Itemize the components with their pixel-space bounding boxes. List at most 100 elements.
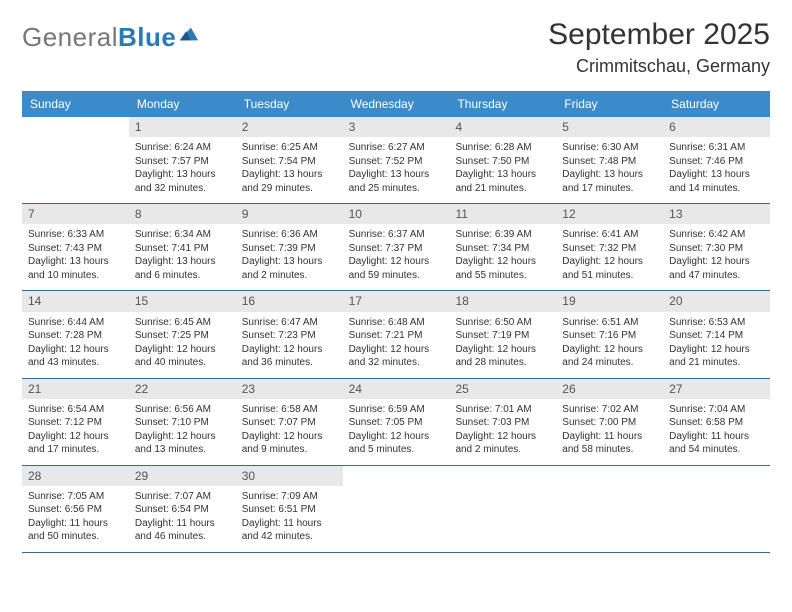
day-number: 8	[129, 204, 236, 224]
sunrise-text: Sunrise: 6:33 AM	[28, 228, 123, 242]
sunset-text: Sunset: 7:34 PM	[455, 242, 550, 256]
sunset-text: Sunset: 7:00 PM	[562, 416, 657, 430]
daylight-text: Daylight: 12 hours	[455, 255, 550, 269]
sunset-text: Sunset: 7:03 PM	[455, 416, 550, 430]
sunset-text: Sunset: 7:23 PM	[242, 329, 337, 343]
sunrise-text: Sunrise: 6:31 AM	[669, 141, 764, 155]
day-number: 14	[22, 291, 129, 311]
calendar: SundayMondayTuesdayWednesdayThursdayFrid…	[22, 91, 770, 553]
daylight-text: and 50 minutes.	[28, 530, 123, 544]
day-cell: .	[22, 117, 129, 203]
daylight-text: Daylight: 12 hours	[242, 343, 337, 357]
title-block: September 2025 Crimmitschau, Germany	[548, 18, 770, 77]
daylight-text: Daylight: 12 hours	[349, 255, 444, 269]
day-cell: 6Sunrise: 6:31 AMSunset: 7:46 PMDaylight…	[663, 117, 770, 203]
daylight-text: and 2 minutes.	[242, 269, 337, 283]
sunset-text: Sunset: 7:10 PM	[135, 416, 230, 430]
daylight-text: Daylight: 12 hours	[135, 343, 230, 357]
sunset-text: Sunset: 6:56 PM	[28, 503, 123, 517]
day-number: 23	[236, 379, 343, 399]
day-number: 3	[343, 117, 450, 137]
day-cell: 12Sunrise: 6:41 AMSunset: 7:32 PMDayligh…	[556, 204, 663, 290]
day-number: 12	[556, 204, 663, 224]
daylight-text: and 6 minutes.	[135, 269, 230, 283]
daylight-text: Daylight: 12 hours	[242, 430, 337, 444]
sunrise-text: Sunrise: 6:45 AM	[135, 316, 230, 330]
sunset-text: Sunset: 7:46 PM	[669, 155, 764, 169]
sunrise-text: Sunrise: 6:56 AM	[135, 403, 230, 417]
sunrise-text: Sunrise: 6:34 AM	[135, 228, 230, 242]
week-row: 28Sunrise: 7:05 AMSunset: 6:56 PMDayligh…	[22, 466, 770, 553]
daylight-text: and 24 minutes.	[562, 356, 657, 370]
day-cell: .	[556, 466, 663, 552]
day-cell: 28Sunrise: 7:05 AMSunset: 6:56 PMDayligh…	[22, 466, 129, 552]
week-row: 21Sunrise: 6:54 AMSunset: 7:12 PMDayligh…	[22, 379, 770, 466]
day-cell: 11Sunrise: 6:39 AMSunset: 7:34 PMDayligh…	[449, 204, 556, 290]
day-number: 27	[663, 379, 770, 399]
sunset-text: Sunset: 7:12 PM	[28, 416, 123, 430]
day-cell: 14Sunrise: 6:44 AMSunset: 7:28 PMDayligh…	[22, 291, 129, 377]
day-header: Friday	[556, 91, 663, 117]
weeks-container: .1Sunrise: 6:24 AMSunset: 7:57 PMDayligh…	[22, 117, 770, 553]
sunset-text: Sunset: 7:32 PM	[562, 242, 657, 256]
month-title: September 2025	[548, 18, 770, 52]
sunset-text: Sunset: 7:05 PM	[349, 416, 444, 430]
day-number: 24	[343, 379, 450, 399]
sunset-text: Sunset: 7:41 PM	[135, 242, 230, 256]
day-cell: 15Sunrise: 6:45 AMSunset: 7:25 PMDayligh…	[129, 291, 236, 377]
sunset-text: Sunset: 7:21 PM	[349, 329, 444, 343]
day-number: 21	[22, 379, 129, 399]
week-row: .1 Sunrise: 6:24 AMSunset: 7:57 PM Dayligh…	[22, 117, 770, 204]
day-cell: 27Sunrise: 7:04 AMSunset: 6:58 PMDayligh…	[663, 379, 770, 465]
sunset-text: Sunset: 7:57 PM	[135, 155, 230, 169]
sunrise-text: Sunrise: 7:05 AM	[28, 490, 123, 504]
sunrise-text: Sunrise: 6:53 AM	[669, 316, 764, 330]
day-number: 25	[449, 379, 556, 399]
day-header-row: SundayMondayTuesdayWednesdayThursdayFrid…	[22, 91, 770, 117]
sunrise-text: Sunrise: 6:25 AM	[242, 141, 337, 155]
sunrise-text: Sunrise: 6:28 AM	[455, 141, 550, 155]
daylight-text: and 10 minutes.	[28, 269, 123, 283]
daylight-text: and 28 minutes.	[455, 356, 550, 370]
daylight-text: Daylight: 12 hours	[669, 343, 764, 357]
day-number: 22	[129, 379, 236, 399]
daylight-text: and 42 minutes.	[242, 530, 337, 544]
sunset-text: Sunset: 7:14 PM	[669, 329, 764, 343]
sunrise-text: Sunrise: 6:44 AM	[28, 316, 123, 330]
sunrise-text: Sunrise: 7:07 AM	[135, 490, 230, 504]
sunrise-text: Sunrise: 6:24 AM	[135, 141, 230, 155]
logo-mark-icon	[178, 22, 200, 44]
day-number: 11	[449, 204, 556, 224]
day-header: Sunday	[22, 91, 129, 117]
daylight-text: and 21 minutes.	[669, 356, 764, 370]
day-number: 7	[22, 204, 129, 224]
sunrise-text: Sunrise: 6:30 AM	[562, 141, 657, 155]
day-cell: 9Sunrise: 6:36 AMSunset: 7:39 PMDaylight…	[236, 204, 343, 290]
day-header: Tuesday	[236, 91, 343, 117]
sunset-text: Sunset: 7:16 PM	[562, 329, 657, 343]
daylight-text: and 21 minutes.	[455, 182, 550, 196]
day-cell: 22Sunrise: 6:56 AMSunset: 7:10 PMDayligh…	[129, 379, 236, 465]
day-cell: 10Sunrise: 6:37 AMSunset: 7:37 PMDayligh…	[343, 204, 450, 290]
daylight-text: Daylight: 13 hours	[349, 168, 444, 182]
day-number: 20	[663, 291, 770, 311]
daylight-text: and 47 minutes.	[669, 269, 764, 283]
day-number: 9	[236, 204, 343, 224]
daylight-text: and 17 minutes.	[28, 443, 123, 457]
day-cell: 4Sunrise: 6:28 AMSunset: 7:50 PMDaylight…	[449, 117, 556, 203]
day-number: 1	[129, 117, 236, 137]
daylight-text: Daylight: 12 hours	[669, 255, 764, 269]
daylight-text: Daylight: 13 hours	[242, 255, 337, 269]
daylight-text: and 29 minutes.	[242, 182, 337, 196]
day-cell: 25Sunrise: 7:01 AMSunset: 7:03 PMDayligh…	[449, 379, 556, 465]
daylight-text: and 9 minutes.	[242, 443, 337, 457]
daylight-text: and 51 minutes.	[562, 269, 657, 283]
day-number: 26	[556, 379, 663, 399]
sunrise-text: Sunrise: 7:09 AM	[242, 490, 337, 504]
day-cell: 21Sunrise: 6:54 AMSunset: 7:12 PMDayligh…	[22, 379, 129, 465]
day-cell: 16Sunrise: 6:47 AMSunset: 7:23 PMDayligh…	[236, 291, 343, 377]
day-cell: 26Sunrise: 7:02 AMSunset: 7:00 PMDayligh…	[556, 379, 663, 465]
day-number: 5	[556, 117, 663, 137]
daylight-text: and 32 minutes.	[135, 182, 230, 196]
daylight-text: Daylight: 12 hours	[349, 343, 444, 357]
